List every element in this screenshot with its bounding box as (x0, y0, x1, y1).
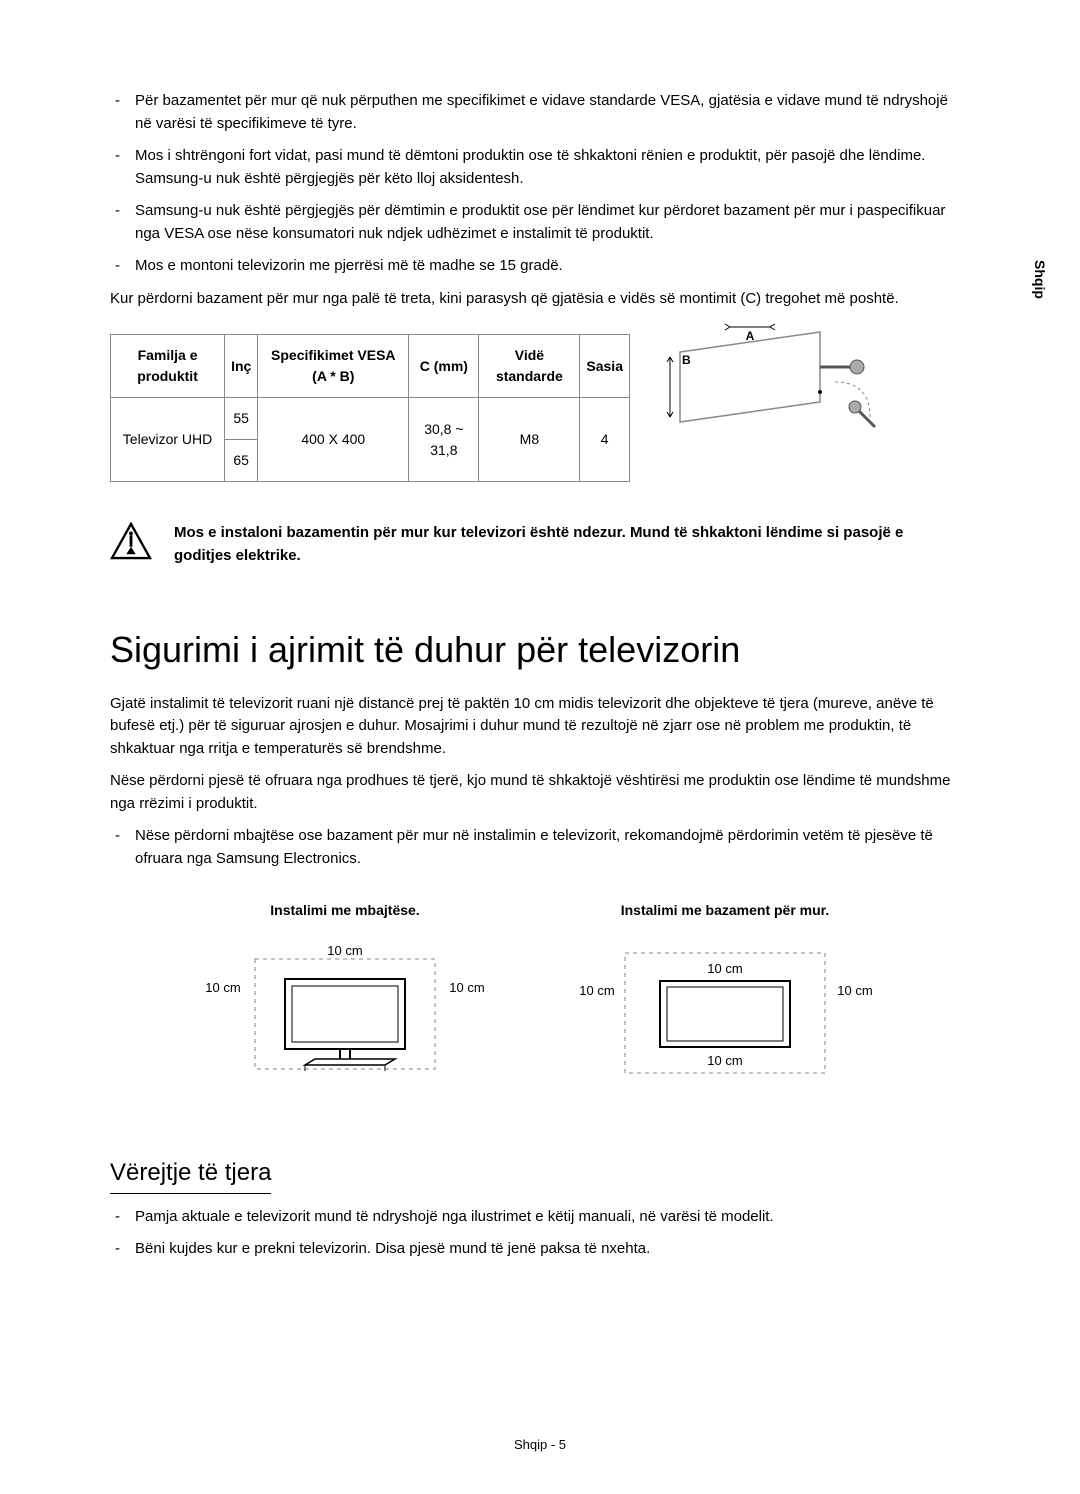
svg-text:10 cm: 10 cm (449, 980, 484, 995)
warning-text: Mos e instaloni bazamentin për mur kur t… (174, 522, 960, 567)
label-a: A (746, 329, 755, 343)
svg-text:10 cm: 10 cm (837, 983, 872, 998)
th: C (mm) (409, 335, 479, 398)
bullet-list-3: Pamja aktuale e televizorit mund të ndry… (110, 1206, 960, 1261)
bullet-item: Pamja aktuale e televizorit mund të ndry… (135, 1206, 960, 1229)
paragraph: Kur përdorni bazament për mur nga palë t… (110, 288, 960, 311)
td: Televizor UHD (111, 398, 225, 482)
th: Vidë standarde (479, 335, 580, 398)
bullet-item: Nëse përdorni mbajtëse ose bazament për … (135, 825, 960, 870)
svg-text:10 cm: 10 cm (707, 961, 742, 976)
th: Familja e produktit (111, 335, 225, 398)
bullet-item: Mos e montoni televizorin me pjerrësi më… (135, 255, 960, 278)
td: M8 (479, 398, 580, 482)
wall-install-title: Instalimi me bazament për mur. (565, 900, 885, 921)
td: 400 X 400 (258, 398, 409, 482)
table-and-figure-row: Familja e produktit Inç Specifikimet VES… (110, 322, 960, 482)
warning-block: Mos e instaloni bazamentin për mur kur t… (110, 522, 960, 568)
stand-install-figure: 10 cm 10 cm 10 cm (185, 937, 505, 1097)
svg-text:10 cm: 10 cm (707, 1053, 742, 1068)
td: 65 (225, 440, 258, 482)
label-b: B (682, 353, 691, 367)
th: Specifikimet VESA (A * B) (258, 335, 409, 398)
paragraph: Gjatë instalimit të televizorit ruani nj… (110, 693, 960, 761)
bullet-list-2: Nëse përdorni mbajtëse ose bazament për … (110, 825, 960, 870)
stand-install-col: Instalimi me mbajtëse. 10 cm 10 cm 10 cm (185, 900, 505, 1105)
section-heading: Sigurimi i ajrimit të duhur për televizo… (110, 623, 960, 677)
th: Sasia (580, 335, 630, 398)
stand-install-title: Instalimi me mbajtëse. (185, 900, 505, 921)
bullet-item: Mos i shtrëngoni fort vidat, pasi mund t… (135, 145, 960, 190)
bullet-item: Samsung-u nuk është përgjegjës për dëmti… (135, 200, 960, 245)
td: 55 (225, 398, 258, 440)
td: 4 (580, 398, 630, 482)
bracket-diagram: A B (660, 322, 880, 442)
svg-text:10 cm: 10 cm (327, 943, 362, 958)
svg-text:10 cm: 10 cm (579, 983, 614, 998)
svg-text:10 cm: 10 cm (205, 980, 240, 995)
installation-diagrams: Instalimi me mbajtëse. 10 cm 10 cm 10 cm… (110, 900, 960, 1105)
paragraph: Nëse përdorni pjesë të ofruara nga prodh… (110, 770, 960, 815)
warning-icon (110, 522, 152, 568)
bullet-item: Për bazamentet për mur që nuk përputhen … (135, 90, 960, 135)
td: 30,8 ~ 31,8 (409, 398, 479, 482)
bullet-item: Bëni kujdes kur e prekni televizorin. Di… (135, 1238, 960, 1261)
wall-install-col: Instalimi me bazament për mur. 10 cm 10 … (565, 900, 885, 1105)
wall-install-figure: 10 cm 10 cm 10 cm 10 cm (565, 937, 885, 1097)
subsection-heading: Vërejtje të tjera (110, 1155, 271, 1194)
spec-table: Familja e produktit Inç Specifikimet VES… (110, 334, 630, 482)
side-language-label: Shqip (1029, 260, 1050, 299)
bullet-list-1: Për bazamentet për mur që nuk përputhen … (110, 90, 960, 278)
page-footer: Shqip - 5 (0, 1435, 1080, 1455)
th: Inç (225, 335, 258, 398)
